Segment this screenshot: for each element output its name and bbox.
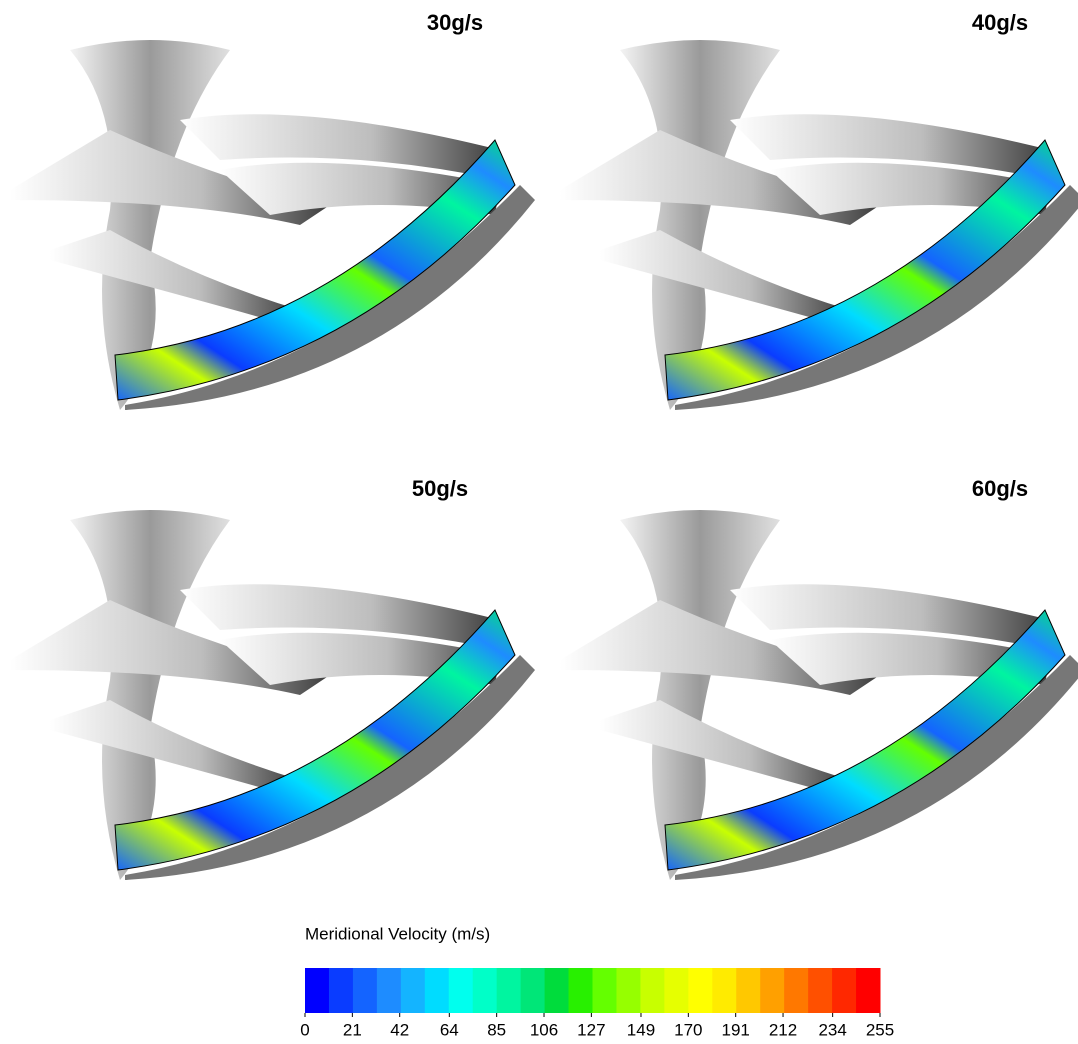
tick-label: 255 bbox=[866, 1020, 894, 1039]
panel-label: 30g/s bbox=[427, 10, 483, 35]
figure-canvas: 30g/s 40g/s 50g/s 60g/s Meridional Veloc… bbox=[0, 0, 1078, 1044]
tick-label: 149 bbox=[627, 1020, 655, 1039]
colorbar: 0 21 42 64 85 106 127 149 170 191 212 234 255 bbox=[300, 968, 894, 1039]
colorbar-band bbox=[425, 968, 449, 1013]
colorbar-band bbox=[329, 968, 353, 1013]
colorbar-band bbox=[808, 968, 832, 1013]
impeller-render bbox=[10, 510, 535, 880]
tick-label: 234 bbox=[818, 1020, 846, 1039]
colorbar-band bbox=[449, 968, 473, 1013]
colorbar-band bbox=[760, 968, 784, 1013]
colorbar-band bbox=[832, 968, 856, 1013]
colorbar-band bbox=[473, 968, 497, 1013]
impeller-render bbox=[560, 40, 1078, 410]
panel-label: 40g/s bbox=[972, 10, 1028, 35]
colorbar-band bbox=[521, 968, 545, 1013]
tick-label: 127 bbox=[577, 1020, 605, 1039]
colorbar-band bbox=[353, 968, 377, 1013]
colorbar-band bbox=[712, 968, 736, 1013]
tick-label: 64 bbox=[440, 1020, 459, 1039]
colorbar-band bbox=[545, 968, 569, 1013]
panel-label: 50g/s bbox=[412, 476, 468, 501]
figure: 30g/s 40g/s 50g/s 60g/s Meridional Veloc… bbox=[0, 0, 1078, 1044]
colorbar-band bbox=[305, 968, 329, 1013]
colorbar-band bbox=[593, 968, 617, 1013]
impeller-render bbox=[10, 40, 535, 410]
tick-label: 0 bbox=[300, 1020, 309, 1039]
tick-label: 191 bbox=[721, 1020, 749, 1039]
colorbar-band bbox=[664, 968, 688, 1013]
tick-label: 170 bbox=[674, 1020, 702, 1039]
tick-label: 85 bbox=[487, 1020, 506, 1039]
tick-label: 21 bbox=[343, 1020, 362, 1039]
tick-label: 212 bbox=[769, 1020, 797, 1039]
colorbar-band bbox=[856, 968, 880, 1013]
tick-label: 106 bbox=[530, 1020, 558, 1039]
colorbar-band bbox=[640, 968, 664, 1013]
colorbar-band bbox=[401, 968, 425, 1013]
colorbar-band bbox=[497, 968, 521, 1013]
impeller-render bbox=[560, 510, 1078, 880]
colorbar-band bbox=[377, 968, 401, 1013]
colorbar-band bbox=[569, 968, 593, 1013]
colorbar-band bbox=[736, 968, 760, 1013]
panel-label: 60g/s bbox=[972, 476, 1028, 501]
colorbar-band bbox=[688, 968, 712, 1013]
tick-label: 42 bbox=[390, 1020, 409, 1039]
colorbar-band bbox=[784, 968, 808, 1013]
colorbar-title: Meridional Velocity (m/s) bbox=[305, 924, 490, 943]
colorbar-band bbox=[616, 968, 640, 1013]
